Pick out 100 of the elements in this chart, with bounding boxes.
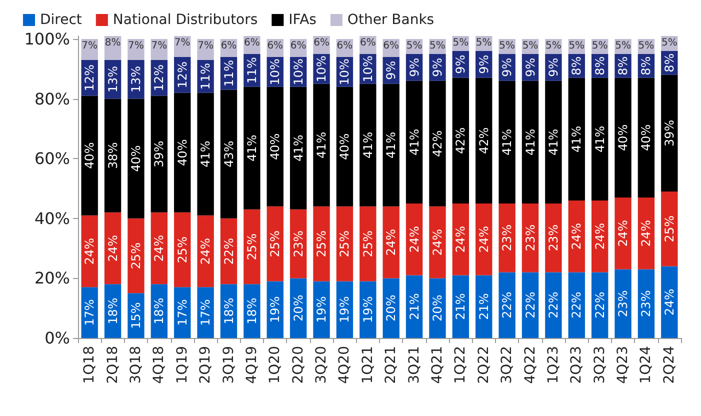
data-label: 23%: [546, 224, 560, 252]
bar: [591, 200, 608, 272]
data-label: 13%: [128, 66, 143, 93]
x-tick-label: 2Q18: [104, 346, 121, 384]
data-label: 23%: [291, 230, 306, 258]
y-tick-label: 100%: [24, 29, 70, 48]
bar: [197, 92, 214, 216]
bar: [313, 84, 330, 206]
x-tick-label: 1Q19: [174, 346, 190, 384]
bar: [104, 98, 122, 212]
data-label: 8%: [662, 53, 676, 72]
data-label: 17%: [198, 299, 213, 326]
bar: [498, 203, 516, 272]
bar: [313, 206, 330, 282]
y-tick-label: 20%: [34, 268, 70, 288]
legend-label: Direct: [40, 12, 82, 28]
data-label: 25%: [662, 216, 676, 242]
data-label: 22%: [546, 292, 560, 318]
data-label: 13%: [106, 66, 120, 93]
x-tick-label: 3Q19: [220, 346, 237, 384]
bar: [244, 284, 260, 338]
bar: [476, 275, 492, 338]
bar: [661, 191, 678, 266]
data-label: 10%: [291, 58, 306, 86]
data-label: 18%: [152, 298, 166, 324]
data-label: 25%: [128, 242, 143, 270]
bar: [360, 281, 376, 338]
data-label: 24%: [592, 223, 607, 250]
bar: [661, 74, 678, 192]
bar: [591, 272, 608, 338]
bar: [591, 78, 608, 200]
data-label: 42%: [454, 127, 468, 154]
data-label: 41%: [570, 126, 584, 152]
bar: [244, 209, 260, 284]
bar: [638, 269, 655, 338]
data-label: 9%: [500, 58, 514, 77]
data-label: 25%: [338, 230, 352, 258]
bar: [128, 98, 144, 218]
data-label: 40%: [268, 133, 282, 160]
data-label: 38%: [106, 142, 120, 169]
data-label: 9%: [523, 58, 538, 77]
data-label: 43%: [222, 140, 236, 168]
bar: [568, 200, 585, 272]
data-label: 7%: [198, 40, 214, 52]
data-label: 10%: [360, 56, 375, 82]
bar: [545, 80, 562, 204]
data-label: 40%: [639, 124, 654, 151]
bar: [313, 281, 330, 338]
data-label: 41%: [384, 132, 398, 158]
bar: [197, 287, 214, 338]
data-label: 41%: [407, 128, 422, 156]
data-label: 8%: [616, 56, 630, 76]
bar: [429, 278, 446, 338]
legend-label: National Distributors: [112, 12, 258, 28]
bar: [452, 203, 470, 276]
data-label: 22%: [500, 292, 514, 318]
data-label: 24%: [454, 226, 468, 253]
data-label: 25%: [268, 230, 282, 258]
data-label: 10%: [314, 56, 329, 82]
data-label: 8%: [104, 38, 121, 48]
data-label: 7%: [82, 40, 98, 52]
data-label: 18%: [244, 298, 259, 324]
bar: [452, 275, 470, 338]
x-tick-label: 3Q21: [406, 346, 422, 384]
x-tick-label: 2Q21: [383, 346, 400, 384]
data-label: 22%: [523, 292, 538, 318]
bar: [568, 78, 585, 200]
bar: [336, 86, 354, 206]
data-label: 42%: [476, 127, 491, 154]
data-label: 41%: [198, 140, 213, 168]
bar: [429, 206, 446, 278]
data-label: 8%: [592, 56, 607, 76]
data-label: 25%: [244, 233, 259, 260]
data-label: 12%: [175, 62, 190, 88]
data-label: 24%: [662, 288, 676, 316]
data-label: 6%: [290, 40, 306, 52]
data-label: 23%: [500, 224, 514, 252]
x-tick-label: 1Q18: [82, 346, 98, 384]
bar: [128, 218, 144, 294]
bar: [429, 80, 446, 206]
bar: [406, 275, 423, 338]
data-label: 5%: [615, 40, 631, 52]
data-label: 22%: [570, 292, 584, 318]
x-tick-label: 2Q23: [568, 346, 585, 384]
data-label: 9%: [384, 60, 398, 80]
data-label: 21%: [454, 293, 468, 320]
data-label: 21%: [407, 293, 422, 320]
data-label: 7%: [151, 40, 168, 52]
data-label: 18%: [106, 298, 120, 324]
data-label: 41%: [244, 134, 259, 162]
data-label: 40%: [175, 139, 190, 166]
data-label: 8%: [570, 56, 584, 76]
x-tick-label: 1Q23: [545, 346, 562, 384]
data-label: 25%: [175, 236, 190, 264]
data-label: 41%: [314, 132, 329, 158]
data-label: 9%: [430, 58, 444, 77]
data-label: 20%: [291, 294, 306, 322]
data-label: 12%: [82, 64, 97, 92]
x-tick-label: 2Q19: [198, 346, 214, 384]
data-label: 41%: [500, 128, 514, 156]
